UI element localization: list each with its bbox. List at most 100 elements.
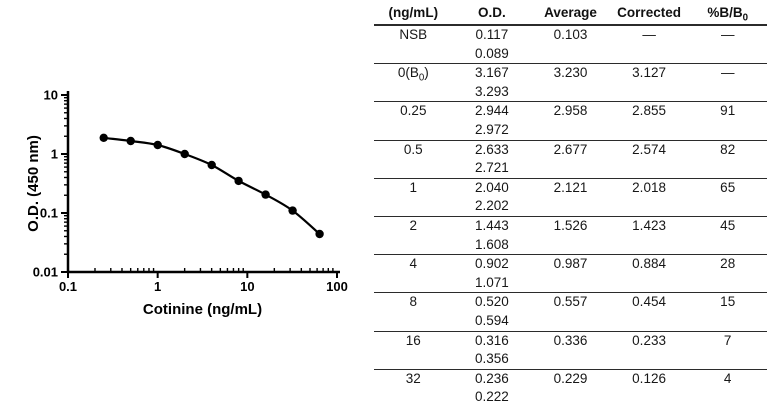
od-cell: 0.316 [474, 332, 509, 348]
table-row: 0.594 [374, 312, 767, 331]
conc-cell: 0.25 [400, 103, 427, 119]
conc-cell: 0.5 [403, 141, 423, 157]
table-group: 0.25 2.944 2.958 2.855 91 2.972 [374, 102, 767, 141]
table-group: 16 0.316 0.336 0.233 7 0.356 [374, 331, 767, 370]
pctbb0-cell [688, 350, 767, 369]
pctbb0-cell [688, 83, 767, 102]
conc-cell: 1 [409, 179, 418, 195]
table-group: 2 1.443 1.526 1.423 45 1.608 [374, 216, 767, 255]
pctbb0-cell: 28 [720, 256, 736, 272]
conc-cell [374, 121, 453, 140]
table-row: 1.071 [374, 274, 767, 293]
x-axis-title: Cotinine (ng/mL) [143, 301, 262, 318]
table-row: 8 0.520 0.557 0.454 15 [374, 293, 767, 312]
average-cell [531, 197, 610, 216]
table-row: 3.293 [374, 83, 767, 102]
od-cell: 2.040 [474, 179, 509, 195]
average-cell [531, 236, 610, 255]
average-cell: 0.229 [553, 370, 588, 386]
pctbb0-cell [688, 236, 767, 255]
table-row: 0.5 2.633 2.677 2.574 82 [374, 140, 767, 159]
data-point [288, 206, 297, 215]
conc-cell: 0(B0) [397, 65, 429, 83]
table-row: 0.089 [374, 45, 767, 64]
results-table-panel: (ng/mL) O.D. Average Corrected %B/B0 NSB 0.117… [374, 0, 767, 407]
conc-cell [374, 236, 453, 255]
od-cell: 1.443 [474, 217, 509, 233]
table-row: 0.25 2.944 2.958 2.855 91 [374, 102, 767, 121]
conc-cell [374, 197, 453, 216]
od-cell: 0.236 [474, 370, 509, 386]
conc-cell [374, 388, 453, 407]
average-cell: 1.526 [553, 217, 588, 233]
pctbb0-cell [688, 388, 767, 407]
conc-cell: 8 [409, 294, 418, 310]
corrected-cell [610, 45, 689, 64]
corrected-cell: 3.127 [632, 65, 666, 81]
corrected-cell [610, 83, 689, 102]
corrected-cell: — [642, 27, 656, 42]
average-cell [531, 121, 610, 140]
table-row: 0.222 [374, 388, 767, 407]
corrected-cell: 0.454 [632, 294, 666, 310]
corrected-cell [610, 121, 689, 140]
y-axis-title: O.D. (450 nm) [25, 135, 42, 232]
corrected-cell: 0.126 [632, 370, 666, 386]
corrected-cell [610, 236, 689, 255]
table-group: 0(B0) 3.167 3.230 3.127 — 3.293 [374, 64, 767, 102]
corrected-cell [610, 312, 689, 331]
od-cell: 0.117 [475, 27, 509, 42]
corrected-header: Corrected [609, 0, 689, 26]
table-row: 1 2.040 2.121 2.018 65 [374, 178, 767, 197]
average-cell: 0.987 [553, 256, 588, 272]
pctbb0-cell: 45 [720, 217, 736, 233]
data-point [180, 149, 189, 159]
pctbb0-cell [688, 121, 767, 140]
pctbb0-cell: 4 [723, 370, 732, 386]
table-group: 1 2.040 2.121 2.018 65 2.202 [374, 178, 767, 217]
corrected-cell [610, 350, 689, 369]
conc-cell: 2 [409, 217, 418, 233]
average-cell: 0.557 [553, 294, 588, 310]
table-row: 1.608 [374, 236, 767, 255]
od-cell: 3.293 [474, 83, 509, 99]
corrected-cell [610, 197, 689, 216]
od-cell: 0.356 [474, 351, 509, 367]
table-group: 8 0.520 0.557 0.454 15 0.594 [374, 293, 767, 331]
corrected-cell [610, 388, 689, 407]
table-header-row: (ng/mL) O.D. Average Corrected %B/B0 [374, 0, 767, 26]
pctbb0-cell [688, 159, 767, 178]
corrected-cell: 0.884 [632, 256, 666, 272]
x-tick-label: 100 [326, 279, 348, 294]
od-cell: 2.721 [474, 160, 509, 176]
conc-cell [374, 312, 453, 331]
od-cell: 1.608 [474, 236, 509, 252]
table-group: 32 0.236 0.229 0.126 4 0.222 [374, 369, 767, 407]
standard-curve-panel: 0.1 1 10 100 10 1 0.1 0.01 Cotinine (ng/mL) O.D. … [25, 88, 348, 319]
table-row: 2.972 [374, 121, 767, 140]
table-group: NSB 0.117 0.103 — — 0.089 [374, 25, 767, 64]
data-point [261, 190, 270, 199]
conc-header: (ng/mL) [374, 0, 453, 26]
pctbb0-cell [688, 312, 767, 331]
pctbb0-cell: 65 [720, 179, 736, 195]
corrected-cell: 0.233 [632, 332, 666, 348]
data-point [153, 140, 162, 150]
od-cell: 1.071 [474, 274, 509, 290]
conc-cell: NSB [399, 27, 428, 42]
table-row: 0.356 [374, 350, 767, 369]
y-tick-label: 0.01 [33, 265, 58, 280]
conc-cell [374, 45, 453, 64]
conc-cell: 16 [405, 332, 421, 348]
data-point [207, 160, 216, 170]
data-point [99, 133, 108, 142]
x-tick-label: 1 [154, 279, 161, 294]
average-cell: 0.103 [553, 27, 588, 42]
average-cell [531, 388, 610, 407]
od-cell: 2.972 [474, 121, 509, 137]
table-row: 0(B0) 3.167 3.230 3.127 — [374, 64, 767, 83]
pctbb0-cell: — [720, 27, 735, 42]
od-cell: 2.202 [474, 198, 509, 214]
table-row: 2.721 [374, 159, 767, 178]
